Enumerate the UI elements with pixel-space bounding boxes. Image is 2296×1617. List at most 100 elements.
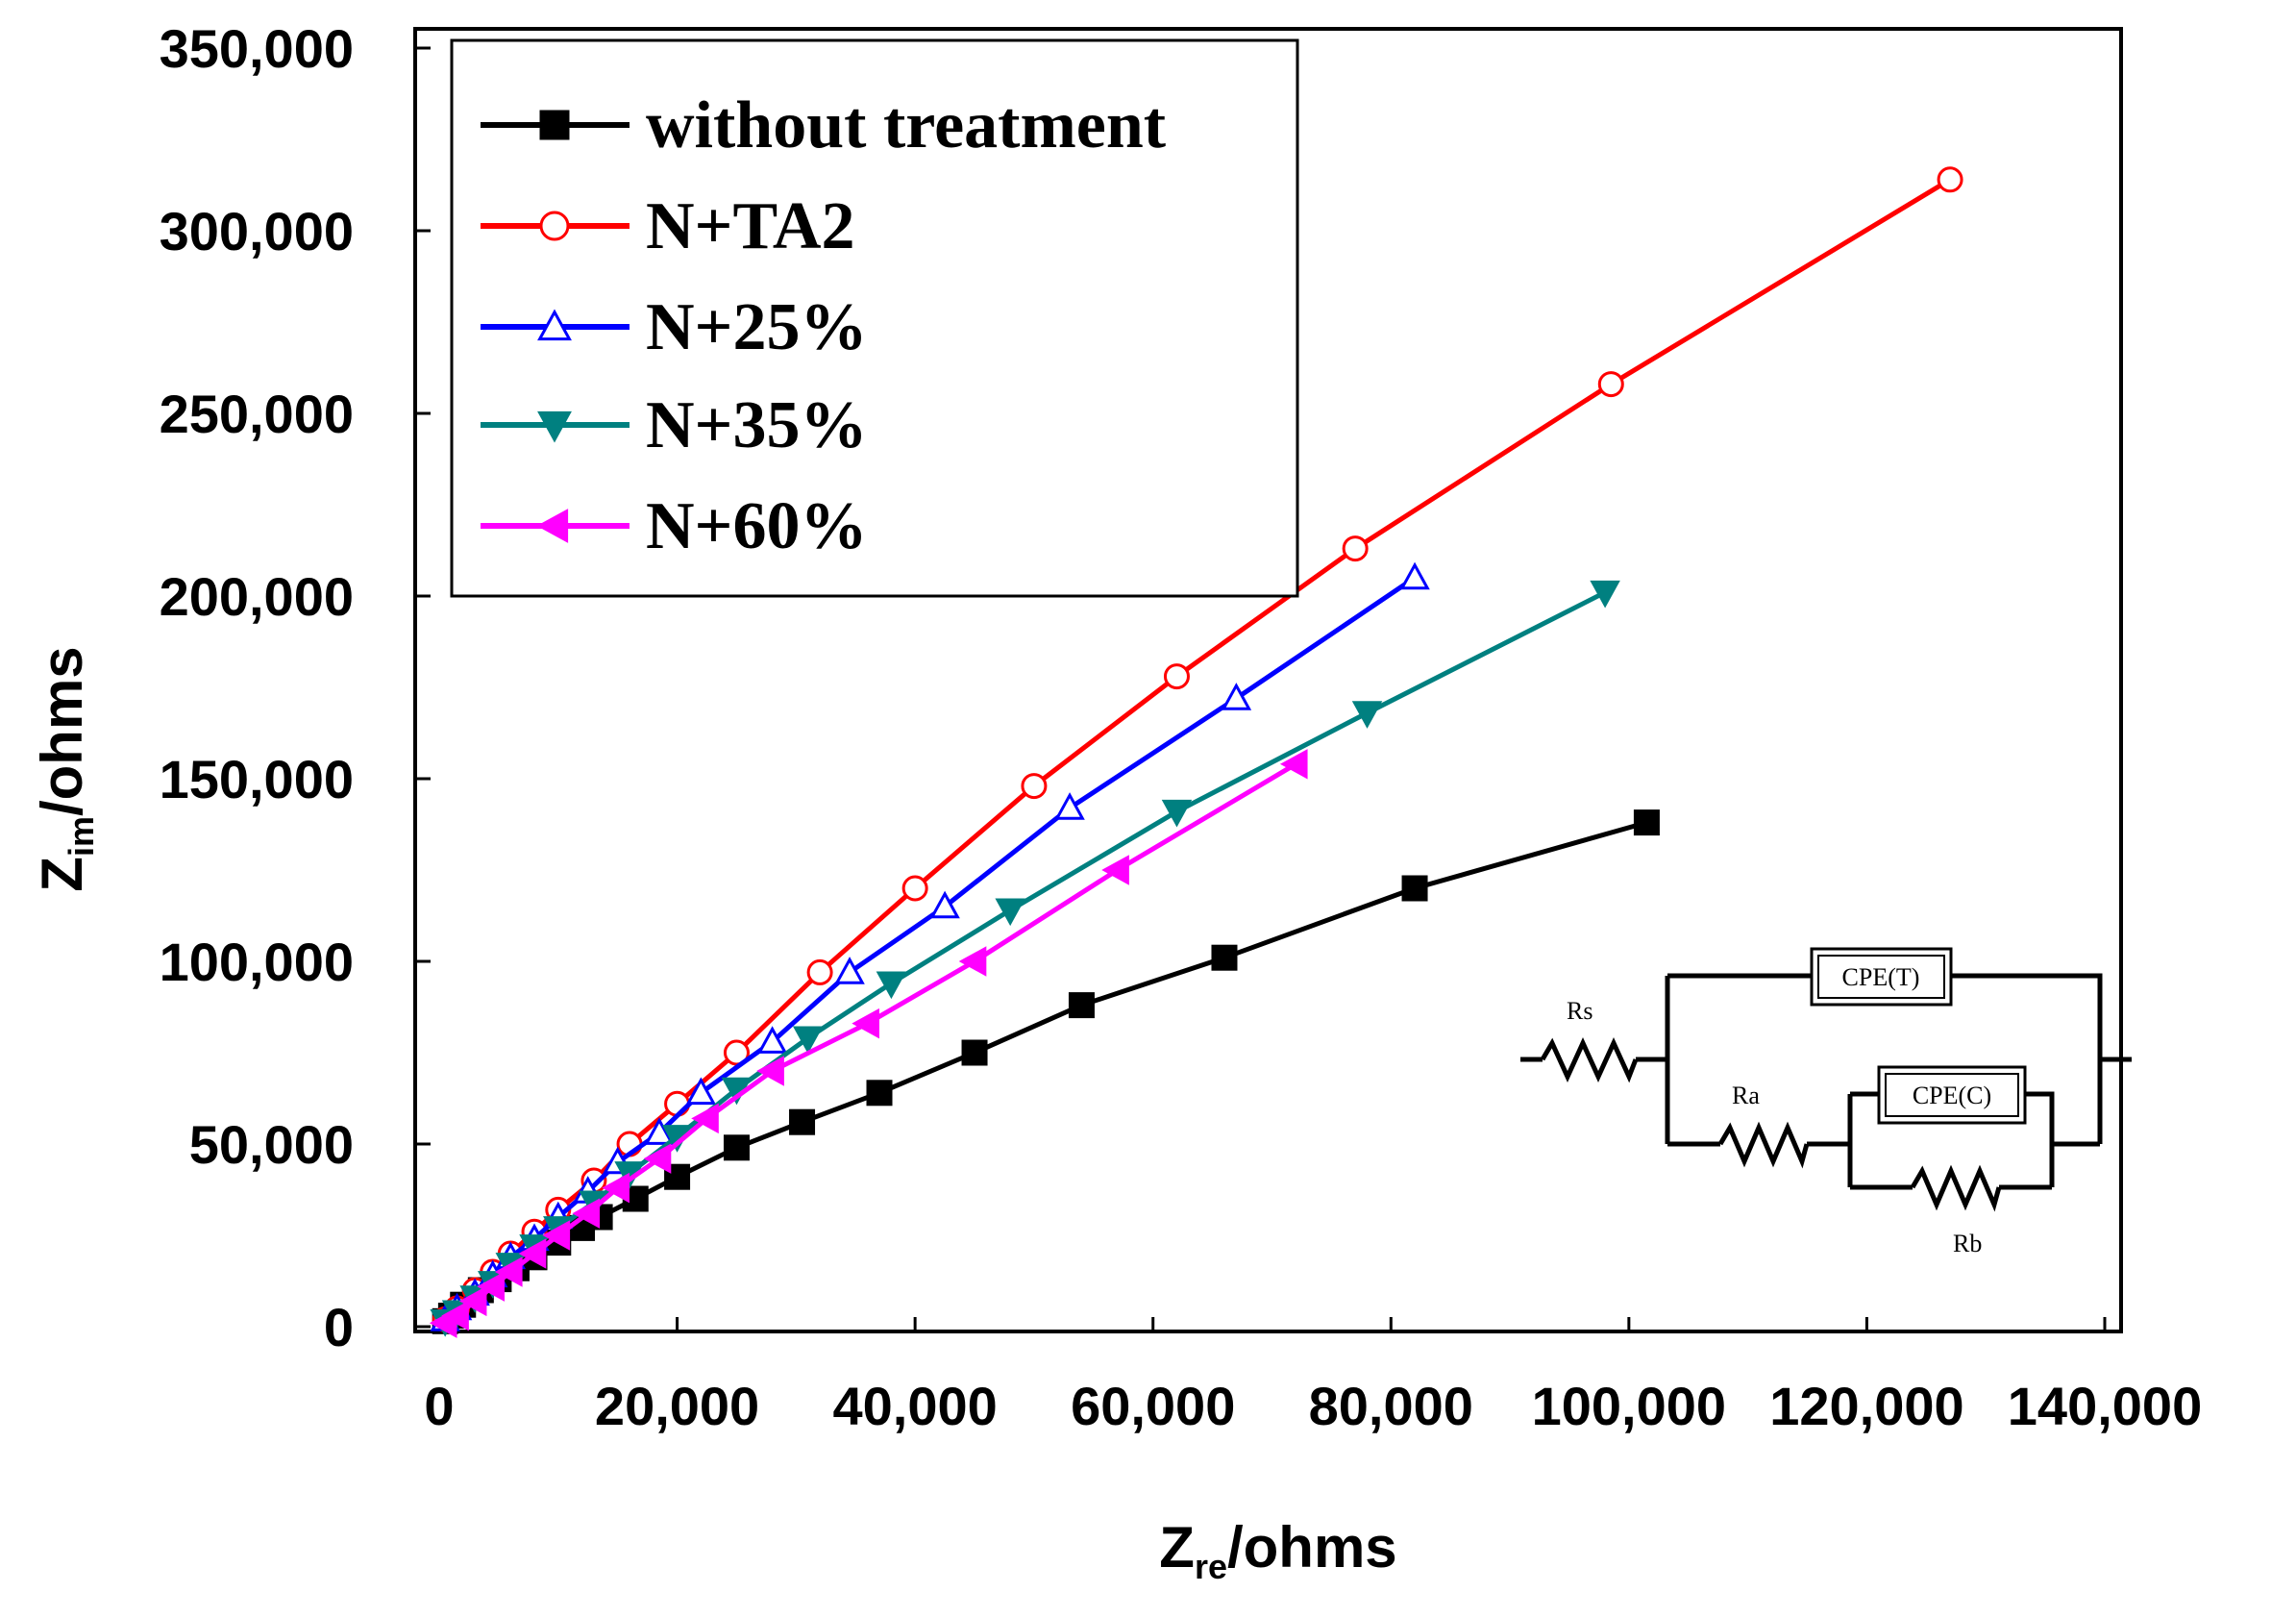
series-line bbox=[443, 820, 1648, 1324]
data-point bbox=[441, 1300, 469, 1331]
y-tick-label: 350,000 bbox=[160, 18, 354, 79]
circuit-label-cpe-t: CPE(T) bbox=[1842, 963, 1920, 991]
cpe-t-box-inner bbox=[1817, 955, 1945, 999]
equivalent-circuit bbox=[1520, 947, 2132, 1212]
x-tick-label: 120,000 bbox=[1769, 1376, 1963, 1436]
y-axis-title: Zim/ohms bbox=[30, 646, 101, 891]
resistor-rb bbox=[1910, 1164, 2002, 1212]
legend-marker bbox=[537, 410, 572, 443]
data-point bbox=[542, 1220, 571, 1251]
x-axis-title-unit: /ohms bbox=[1227, 1515, 1397, 1580]
data-point bbox=[723, 1134, 750, 1161]
x-tick-label: 60,000 bbox=[1071, 1376, 1235, 1436]
data-point bbox=[1054, 792, 1085, 820]
y-axis-title-unit: /ohms bbox=[30, 646, 94, 816]
data-point bbox=[1597, 371, 1624, 398]
data-point bbox=[1163, 663, 1190, 690]
data-point bbox=[691, 1103, 719, 1134]
legend-entry-3: N+25% bbox=[481, 290, 867, 364]
legend: without treatment N+TA2 N+25% N+35% N+60% bbox=[481, 88, 1166, 563]
data-point bbox=[518, 1238, 547, 1269]
y-tick-label: 0 bbox=[324, 1297, 354, 1357]
legend-entry-2: N+TA2 bbox=[481, 189, 855, 263]
legend-label: N+60% bbox=[646, 489, 867, 563]
y-tick-label: 300,000 bbox=[160, 201, 354, 261]
data-point bbox=[664, 1090, 691, 1117]
data-point bbox=[792, 1026, 824, 1055]
data-point bbox=[789, 1108, 816, 1135]
x-axis-title-sub: re bbox=[1195, 1547, 1227, 1586]
legend-box bbox=[450, 38, 1299, 598]
data-point bbox=[1351, 701, 1383, 729]
data-point bbox=[477, 1271, 506, 1302]
legend-label: without treatment bbox=[646, 88, 1166, 162]
legend-marker bbox=[539, 110, 570, 140]
data-point bbox=[995, 898, 1025, 927]
legend-label: N+TA2 bbox=[646, 189, 855, 263]
legend-entry-1: without treatment bbox=[481, 88, 1166, 162]
legend-entry-4: N+35% bbox=[481, 388, 867, 462]
resistor-ra bbox=[1717, 1121, 1810, 1169]
data-point bbox=[1221, 683, 1252, 710]
data-point bbox=[458, 1285, 487, 1317]
series-line bbox=[443, 589, 1607, 1324]
data-point bbox=[929, 890, 960, 919]
x-tick-label: 100,000 bbox=[1532, 1376, 1726, 1436]
data-point bbox=[1211, 944, 1238, 971]
x-axis-title-main: Z bbox=[1159, 1515, 1195, 1580]
data-point bbox=[806, 958, 833, 985]
circuit-label-cpe-c: CPE(C) bbox=[1913, 1082, 1991, 1109]
axes: 0 20,000 40,000 60,000 80,000 100,000 120,000 1… bbox=[160, 18, 2203, 1436]
circuit-wires bbox=[1520, 973, 2132, 1190]
series-5 bbox=[429, 749, 1308, 1338]
data-point bbox=[1279, 749, 1308, 780]
circuit-label-ra: Ra bbox=[1732, 1082, 1760, 1109]
y-tick-label: 50,000 bbox=[189, 1114, 354, 1175]
data-point bbox=[723, 1039, 750, 1066]
series-layer bbox=[429, 166, 1963, 1338]
legend-marker bbox=[536, 509, 569, 543]
resistor-rs bbox=[1540, 1036, 1639, 1083]
x-tick-label: 0 bbox=[424, 1376, 454, 1436]
x-tick-label: 40,000 bbox=[833, 1376, 998, 1436]
data-point bbox=[756, 1026, 788, 1054]
y-axis-title-main: Z bbox=[30, 857, 94, 892]
data-point bbox=[643, 1143, 672, 1174]
cpe-t-box-outer bbox=[1810, 947, 1953, 1007]
data-point bbox=[602, 1172, 630, 1204]
data-point bbox=[1399, 561, 1430, 590]
data-point bbox=[1101, 855, 1129, 885]
data-point bbox=[1342, 535, 1369, 562]
data-point bbox=[852, 1008, 879, 1039]
x-axis-title: Zre/ohms bbox=[1159, 1515, 1396, 1586]
legend-label: N+25% bbox=[646, 290, 867, 364]
y-tick-label: 250,000 bbox=[160, 384, 354, 444]
data-point bbox=[834, 957, 865, 984]
legend-entry-5: N+60% bbox=[481, 489, 867, 563]
data-point bbox=[866, 1080, 893, 1107]
data-point bbox=[958, 946, 987, 977]
y-tick-label: 100,000 bbox=[160, 932, 354, 992]
data-point bbox=[876, 971, 907, 1000]
data-point bbox=[1401, 875, 1428, 902]
data-point bbox=[1633, 809, 1660, 836]
data-point bbox=[1068, 992, 1095, 1019]
plot-frame bbox=[413, 27, 2123, 1333]
data-point bbox=[644, 1117, 675, 1145]
y-axis-title-sub: im bbox=[62, 816, 101, 857]
x-tick-label: 140,000 bbox=[2008, 1376, 2202, 1436]
data-point bbox=[756, 1056, 784, 1086]
data-point bbox=[1937, 166, 1963, 193]
data-point bbox=[1590, 580, 1620, 609]
circuit-label-rs: Rs bbox=[1567, 997, 1592, 1025]
x-tick-label: 80,000 bbox=[1309, 1376, 1473, 1436]
data-point bbox=[572, 1198, 601, 1229]
cpe-c-box-outer bbox=[1877, 1065, 2027, 1125]
data-point bbox=[685, 1077, 717, 1106]
data-point bbox=[1161, 799, 1193, 828]
data-point bbox=[494, 1256, 523, 1287]
cpe-c-box-inner bbox=[1885, 1073, 2019, 1117]
x-tick-label: 20,000 bbox=[595, 1376, 759, 1436]
legend-marker bbox=[537, 309, 572, 341]
